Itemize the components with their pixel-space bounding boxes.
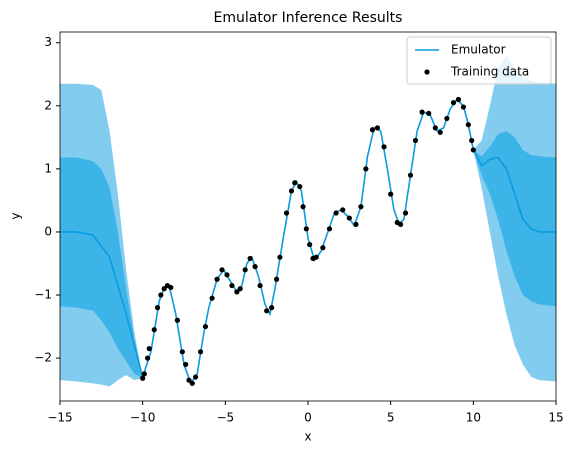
training-point [288,188,295,194]
training-point [202,323,209,330]
legend-label: Training data [450,65,529,79]
plot-area [60,55,556,387]
x-tick-label: 5 [387,411,395,425]
x-tick-label: 0 [304,411,312,425]
training-point [326,226,333,232]
legend-box [406,36,552,85]
training-point [363,166,369,172]
training-point [141,371,147,377]
x-axis-label: x [304,430,311,444]
training-point [300,204,306,210]
training-point [257,282,263,289]
training-point [388,191,394,197]
x-tick-label: −5 [216,411,234,425]
training-point [273,276,280,282]
training-point [340,207,346,213]
training-point [234,289,240,295]
y-tick-label: −2 [34,351,52,365]
x-tick-label: 15 [548,411,563,425]
y-tick-label: −1 [34,288,52,302]
confidence-band [473,131,556,307]
training-point [470,147,476,153]
training-point [247,255,253,262]
training-point [168,284,174,291]
training-point [444,115,450,122]
training-point [214,276,220,282]
training-point [353,221,359,227]
training-point [242,267,248,273]
training-point [145,355,151,361]
training-point [313,254,319,260]
training-point [419,109,425,115]
x-tick-label: −10 [130,411,155,425]
training-point [189,380,195,386]
training-point [407,172,414,178]
training-point [455,96,462,103]
training-point [381,144,387,150]
training-point [307,241,313,248]
training-point [432,125,438,131]
training-point [154,305,161,311]
training-point [151,327,157,333]
training-point [161,286,167,292]
training-point [192,374,199,380]
training-point [397,221,404,227]
x-tick-label: −15 [47,411,72,425]
training-point [303,226,309,232]
training-point [465,122,471,128]
training-point [460,104,467,110]
training-point [209,295,215,301]
y-tick-label: 3 [44,35,52,49]
training-point [252,264,258,270]
training-point [174,317,180,323]
confidence-band [60,157,143,379]
training-point [183,361,189,368]
training-point [269,305,275,311]
y-tick-label: 0 [44,224,52,238]
training-point [140,375,146,381]
training-point [237,286,243,292]
training-point [320,245,326,251]
training-point [146,346,152,352]
training-point [450,100,457,106]
y-tick-label: 2 [44,98,52,112]
chart-title: Emulator Inference Results [214,10,403,26]
training-point [197,349,204,355]
legend-label: Emulator [451,43,506,57]
training-point [346,215,352,221]
y-tick-label: 1 [44,161,52,175]
training-point [264,308,270,314]
training-point [186,377,192,383]
training-point [412,137,419,144]
y-axis-label: y [9,212,23,219]
x-tick-label: 10 [466,411,481,425]
training-point [469,137,475,144]
training-point [219,267,225,273]
training-point [437,129,443,135]
training-point [426,110,432,116]
training-point [297,183,303,190]
training-point [277,254,283,260]
training-point [158,292,164,298]
training-point [402,210,409,216]
training-point [358,204,364,210]
training-point [292,180,298,186]
training-point [229,282,235,289]
training-point [374,125,381,131]
training-point [224,272,230,278]
training-point [179,349,185,355]
training-point [333,210,339,216]
training-point [283,210,290,216]
legend-marker [424,69,430,75]
training-point [369,127,376,133]
